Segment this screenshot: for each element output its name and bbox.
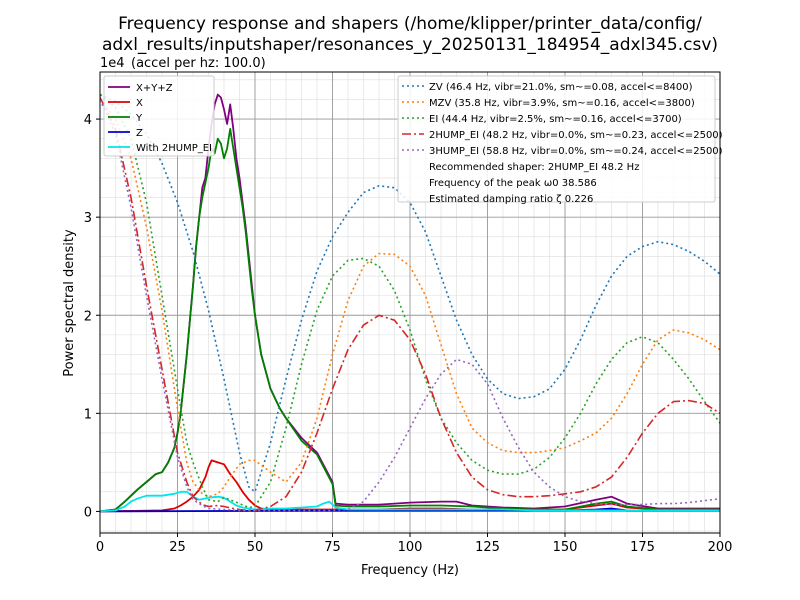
y-axis-label: Power spectral density: [62, 229, 77, 377]
series-line-8: [100, 97, 720, 512]
series-line-6: [100, 99, 720, 498]
chart-title-line-2: adxl_results/inputshaper/resonances_y_20…: [102, 35, 718, 55]
x-tick-label: 125: [475, 540, 500, 555]
y-tick-label: 0: [84, 505, 92, 520]
legend-right-note: Recommended shaper: 2HUMP_EI 48.2 Hz: [429, 162, 639, 173]
legend-right-entry: 3HUMP_EI (58.8 Hz, vibr=0.0%, sm~=0.24, …: [429, 146, 723, 157]
x-tick-label: 100: [398, 540, 423, 555]
series-line-4: [100, 490, 720, 513]
x-tick-label: 200: [708, 540, 733, 555]
series-line-9: [100, 99, 720, 512]
x-axis-ticks: 0 25 50 75 100 125 150 175 200: [96, 533, 733, 555]
chart-title-line-1: Frequency response and shapers (/home/kl…: [118, 14, 702, 34]
series-line-7: [100, 93, 720, 509]
legend-right-entry: ZV (46.4 Hz, vibr=21.0%, sm~=0.08, accel…: [429, 82, 693, 93]
x-tick-label: 25: [169, 540, 186, 555]
legend-right-entry: MZV (35.8 Hz, vibr=3.9%, sm~=0.16, accel…: [429, 98, 695, 109]
legend-right-box: [397, 75, 716, 203]
y-tick-label: 2: [84, 309, 92, 324]
y-tick-label: 4: [84, 113, 92, 128]
legend-left-entry: X+Y+Z: [136, 83, 173, 94]
series-line-2: [100, 127, 720, 513]
legend-right-note: Estimated damping ratio ζ 0.226: [429, 194, 593, 205]
y-tick-label: 3: [84, 211, 92, 226]
legend-left-entry: With 2HUMP_EI: [136, 143, 212, 154]
legend-right-note: Frequency of the peak ω0 38.586: [429, 178, 597, 189]
legend-left-entry: Z: [136, 128, 143, 139]
legend-left-box: [103, 75, 215, 157]
legend-right-entry: EI (44.4 Hz, vibr=2.5%, sm~=0.16, accel<…: [429, 114, 682, 125]
legend-left-entry: X: [136, 98, 143, 109]
legend-right-entry: 2HUMP_EI (48.2 Hz, vibr=0.0%, sm~=0.23, …: [429, 130, 723, 141]
legend-left: X+Y+Z XYZ With 2HUMP_EI: [103, 75, 215, 157]
x-tick-label: 50: [247, 540, 264, 555]
x-tick-label: 175: [630, 540, 655, 555]
y-tick-label: 1: [84, 407, 92, 422]
x-tick-label: 75: [324, 540, 341, 555]
y-axis-ticks: 0 1 2 3 4: [84, 113, 100, 520]
x-axis-label: Frequency (Hz): [361, 563, 459, 578]
series-layer: [100, 93, 720, 513]
x-tick-label: 0: [96, 540, 104, 555]
legend-right: ZV (46.4 Hz, vibr=21.0%, sm~=0.08, accel…: [397, 75, 723, 205]
y-offset-label: 1e4: [100, 56, 125, 71]
series-line-5: [100, 93, 720, 493]
x-tick-label: 150: [553, 540, 578, 555]
y-note-label: (accel per hz: 100.0): [131, 56, 266, 71]
legend-left-entry: Y: [135, 113, 143, 124]
